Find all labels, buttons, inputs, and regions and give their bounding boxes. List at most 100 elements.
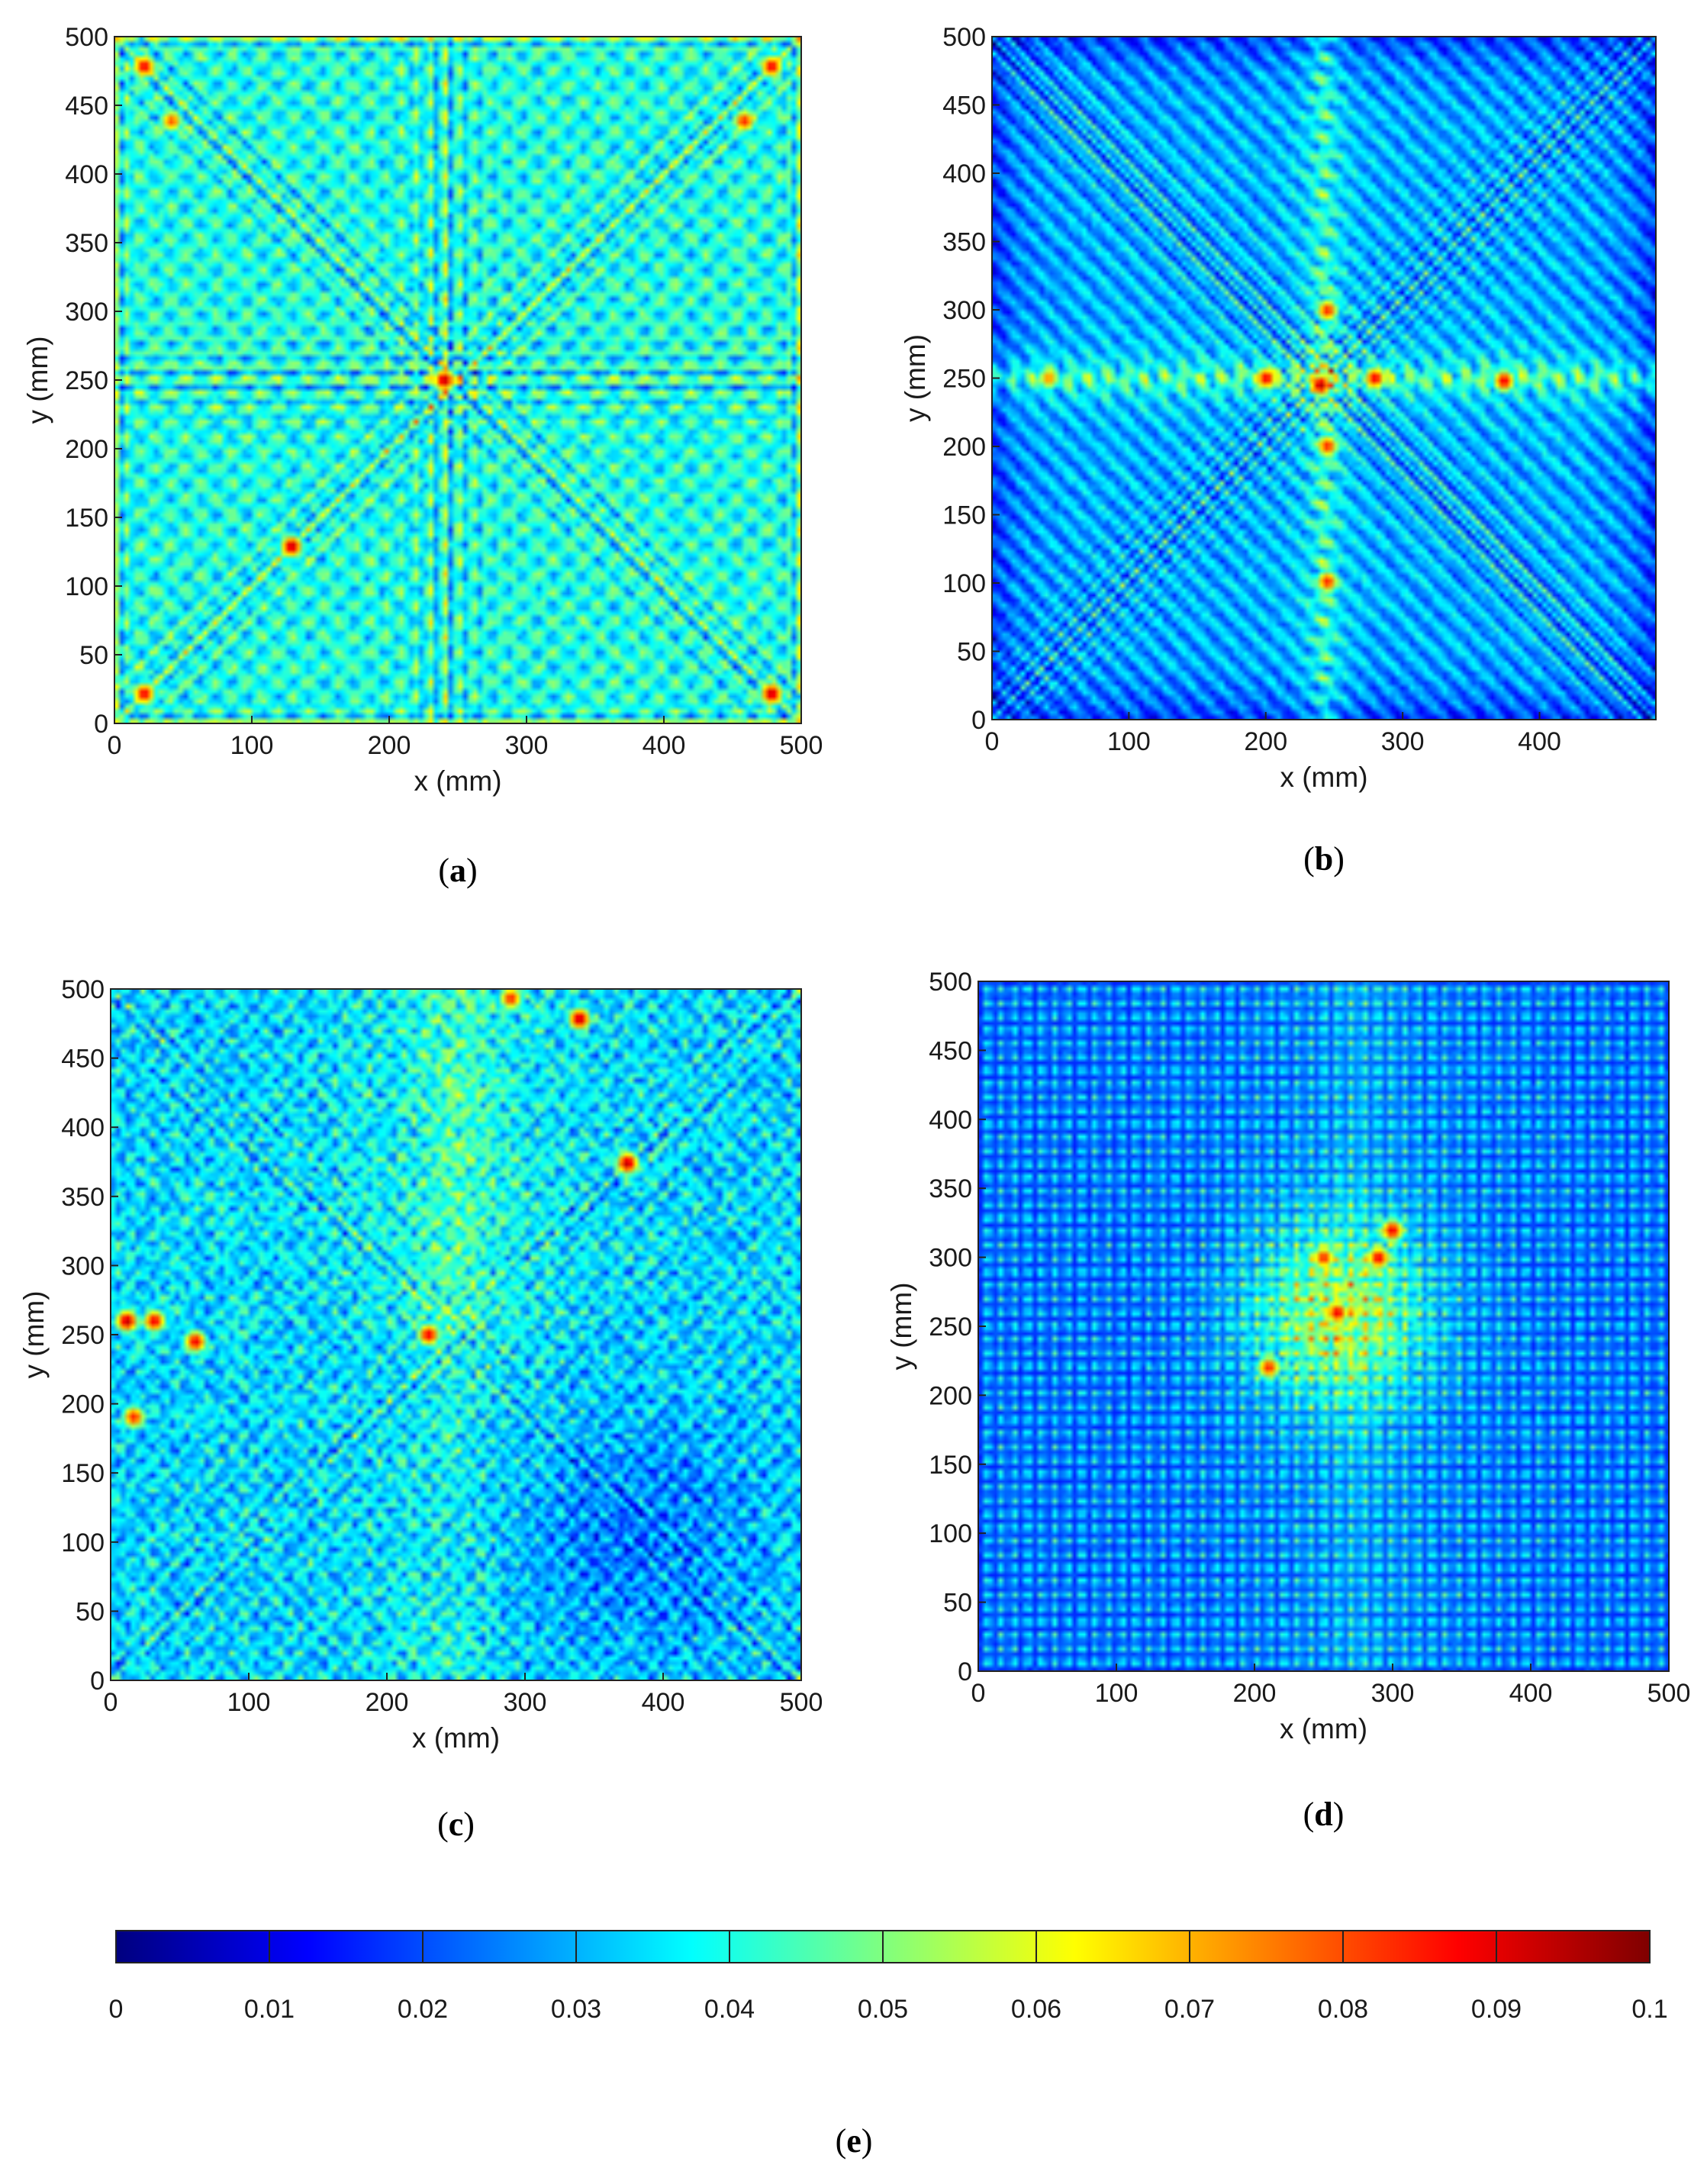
x-axis-label: x (mm)	[412, 1722, 500, 1754]
y-tick-label: 100	[65, 572, 108, 601]
colorbar-tick-label: 0.02	[398, 1995, 448, 2024]
x-tick-label: 200	[366, 1688, 409, 1717]
panel-d: 0 100 200 300 400 500 0 50 100 150 200 250 300 350 400…	[886, 968, 1690, 1833]
y-tick-label: 400	[929, 1106, 972, 1135]
y-tick-label: 200	[942, 433, 986, 462]
y-tick-label: 100	[942, 569, 986, 598]
colorbar-tick-label: 0.08	[1318, 1995, 1368, 2024]
x-tick-label: 300	[1381, 727, 1425, 756]
colorbar-tick-label: 0.05	[858, 1995, 908, 2024]
x-tick-label: 500	[1647, 1679, 1691, 1708]
y-tick-label: 350	[942, 228, 986, 257]
heatmap-a	[114, 37, 801, 723]
y-tick-label: 100	[61, 1528, 105, 1557]
colorbar-tick-label: 0.1	[1631, 1995, 1667, 2024]
y-tick-label: 300	[61, 1251, 105, 1280]
y-tick-label: 200	[929, 1381, 972, 1410]
y-tick-label: 500	[929, 968, 972, 997]
y-tick-label: 400	[65, 160, 108, 189]
y-tick-label: 50	[943, 1589, 972, 1618]
y-tick-label: 200	[65, 435, 108, 464]
colorbar-tick-label: 0	[109, 1995, 124, 2024]
x-axis-label: x (mm)	[1280, 1713, 1367, 1744]
y-tick-label: 50	[79, 641, 108, 670]
x-tick-label: 500	[780, 731, 823, 760]
y-tick-label: 500	[61, 975, 105, 1004]
panel-c: 0 100 200 300 400 500 0 50 100 150 200 250 300 350 400…	[18, 975, 823, 1843]
x-tick-label: 200	[1233, 1679, 1277, 1708]
colorbar-tick-label: 0.09	[1471, 1995, 1522, 2024]
y-axis-label: y (mm)	[18, 1290, 50, 1378]
y-tick-label: 150	[61, 1459, 105, 1488]
x-tick-label: 0	[985, 727, 1000, 756]
x-tick-label: 100	[227, 1688, 271, 1717]
y-tick-label: 300	[942, 296, 986, 325]
y-tick-label: 250	[61, 1321, 105, 1350]
colorbar-tick-label: 0.04	[704, 1995, 755, 2024]
y-tick-label: 450	[61, 1045, 105, 1074]
y-axis-label: y (mm)	[22, 336, 53, 424]
y-tick-label: 250	[929, 1313, 972, 1342]
x-tick-label: 0	[971, 1679, 986, 1708]
y-tick-label: 150	[65, 504, 108, 533]
panel-caption-d: (d)	[1303, 1796, 1345, 1833]
panel-caption-b: (b)	[1303, 840, 1345, 878]
y-tick-label: 150	[929, 1451, 972, 1480]
x-tick-label: 200	[1244, 727, 1287, 756]
y-tick-label: 50	[957, 638, 986, 667]
y-axis-label: y (mm)	[900, 334, 931, 422]
panel-caption-e: (e)	[836, 2122, 873, 2160]
x-tick-label: 500	[780, 1688, 823, 1717]
heatmap-b	[992, 37, 1656, 720]
x-tick-label: 400	[643, 731, 686, 760]
x-tick-label: 200	[368, 731, 411, 760]
y-tick-label: 500	[942, 23, 986, 52]
y-tick-label: 450	[929, 1036, 972, 1065]
heatmap-c	[111, 989, 801, 1680]
y-tick-label: 450	[65, 92, 108, 121]
y-tick-label: 400	[61, 1113, 105, 1142]
y-tick-label: 200	[61, 1390, 105, 1419]
y-tick-label: 150	[942, 501, 986, 530]
y-tick-label: 350	[929, 1174, 972, 1203]
y-tick-label: 50	[76, 1597, 105, 1626]
colorbar-tick-label: 0.06	[1011, 1995, 1061, 2024]
y-axis-label: y (mm)	[886, 1282, 917, 1370]
x-tick-label: 0	[108, 731, 122, 760]
y-tick-label: 400	[942, 159, 986, 188]
x-axis-label: x (mm)	[414, 765, 501, 797]
y-tick-label: 450	[942, 92, 986, 121]
y-tick-label: 0	[958, 1657, 972, 1686]
heatmap-d	[978, 981, 1669, 1671]
y-tick-label: 350	[61, 1183, 105, 1212]
y-tick-label: 300	[65, 298, 108, 327]
colorbar-tick-label: 0.01	[244, 1995, 295, 2024]
y-tick-label: 250	[942, 365, 986, 394]
x-tick-label: 100	[1107, 727, 1151, 756]
y-tick-label: 100	[929, 1519, 972, 1548]
y-tick-label: 300	[929, 1244, 972, 1273]
x-tick-label: 0	[104, 1688, 118, 1717]
x-tick-label: 300	[505, 731, 549, 760]
x-tick-label: 100	[1095, 1679, 1139, 1708]
panel-caption-c: (c)	[437, 1806, 475, 1843]
y-tick-label: 250	[65, 366, 108, 395]
x-tick-label: 300	[1371, 1679, 1415, 1708]
panel-caption-a: (a)	[438, 852, 477, 889]
colorbar-tick-label: 0.03	[551, 1995, 601, 2024]
y-tick-label: 0	[971, 706, 986, 735]
panel-a: 0 100 200 300 400 500 0 50 100 150 200 250 300 350 400…	[22, 23, 823, 889]
x-tick-label: 400	[1509, 1679, 1553, 1708]
x-tick-label: 100	[230, 731, 274, 760]
y-tick-label: 500	[65, 23, 108, 52]
y-tick-label: 0	[94, 710, 108, 739]
y-tick-label: 350	[65, 229, 108, 258]
colorbar-tick-label: 0.07	[1164, 1995, 1215, 2024]
x-tick-label: 400	[1518, 727, 1561, 756]
x-tick-label: 300	[504, 1688, 547, 1717]
colorbar: 0 0.01 0.02 0.03 0.04 0.05 0.06 0.07 0.08 0.09 0.1…	[109, 1930, 1668, 2160]
x-axis-label: x (mm)	[1280, 762, 1367, 793]
x-tick-label: 400	[642, 1688, 685, 1717]
y-tick-label: 0	[90, 1667, 105, 1696]
